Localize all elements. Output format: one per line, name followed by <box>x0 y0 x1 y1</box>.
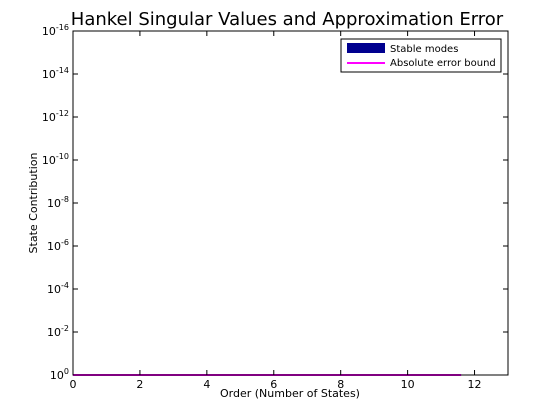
plot-frame <box>72 30 509 376</box>
y-tick-label--8: 10-8 <box>47 195 69 210</box>
y-tick-label--10: 10-10 <box>42 152 69 167</box>
y-tick-label--6: 10-6 <box>47 238 69 253</box>
x-axis-label: Order (Number of States) <box>220 387 360 400</box>
ticks-group: 0 2 4 6 8 10 12 100 10-2 10-4 10-6 10-8 10-10 10-12 10… <box>42 23 508 391</box>
y-tick-label--4: 10-4 <box>47 281 69 296</box>
legend-label-error-bound: Absolute error bound <box>390 58 496 69</box>
chart-title: Hankel Singular Values and Approximation… <box>71 9 504 30</box>
x-tick-label-0: 0 <box>70 378 77 391</box>
y-tick-label--14: 10-14 <box>42 66 69 81</box>
y-axis-label: State Contribution <box>27 153 40 254</box>
x-tick-label-2: 2 <box>136 378 143 391</box>
y-tick-label--2: 10-2 <box>47 324 69 339</box>
y-tick-label-0: 100 <box>50 367 69 382</box>
legend: Stable modes Absolute error bound <box>340 38 502 73</box>
legend-label-stable-modes: Stable modes <box>390 44 458 55</box>
x-tick-label-8: 8 <box>337 378 344 391</box>
y-tick-label--12: 10-12 <box>42 109 69 124</box>
x-tick-label-6: 6 <box>270 378 277 391</box>
x-tick-label-12: 12 <box>468 378 482 391</box>
x-tick-label-10: 10 <box>401 378 415 391</box>
y-tick-label--16: 10-16 <box>42 23 69 38</box>
x-tick-label-4: 4 <box>203 378 210 391</box>
legend-swatch-stable-modes <box>347 43 385 53</box>
plot-area <box>73 31 508 375</box>
